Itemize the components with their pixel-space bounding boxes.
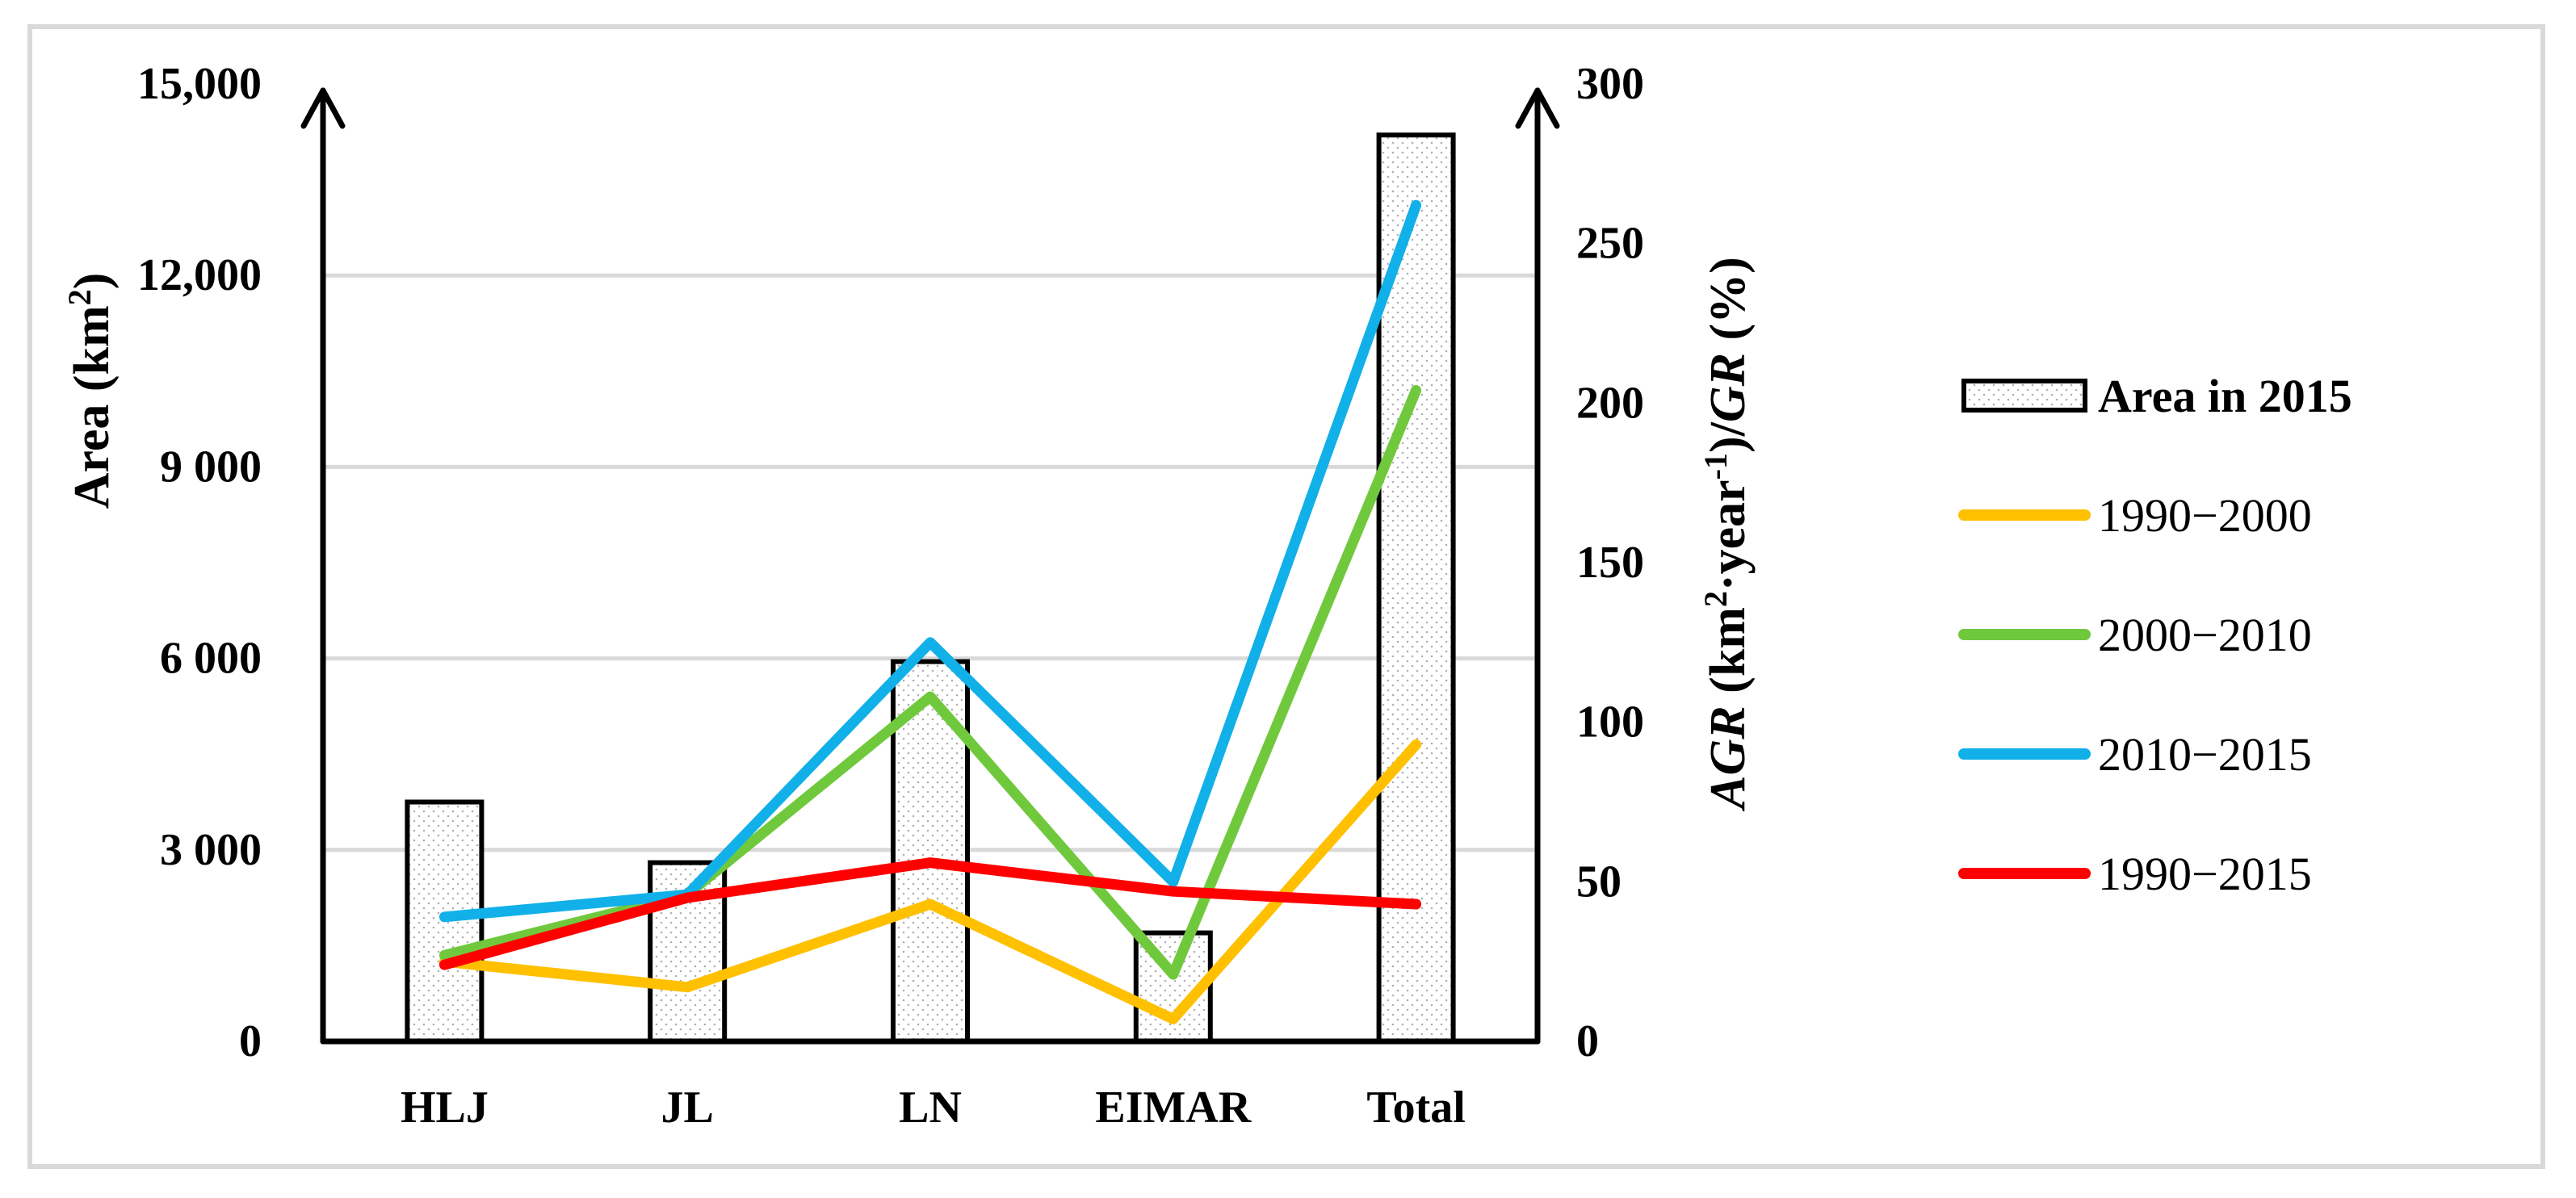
left-tick-label: 3 000 [160, 825, 262, 875]
left-tick-label: 6 000 [160, 634, 262, 684]
right-axis-title: AGR (km2·year-1)/GR (%) [1697, 257, 1756, 812]
right-tick-label: 50 [1576, 857, 1622, 907]
legend-label-line: 1990−2015 [2098, 848, 2312, 900]
right-tick-label: 200 [1576, 378, 1644, 428]
legend-label-line: 2010−2015 [2098, 728, 2312, 781]
line-series [438, 199, 1422, 1024]
line-series-0 [438, 739, 1422, 1024]
category-label-eimar: EIMAR [1095, 1083, 1251, 1133]
legend: Area in 2015 1990−2000 2000−2010 2010−2015 1… [1958, 370, 2352, 900]
left-tick-label: 12,000 [137, 250, 262, 300]
category-label-jl: JL [661, 1083, 714, 1133]
legend-swatch-bar [1961, 379, 2087, 413]
line-series-2 [438, 199, 1422, 923]
bar-total [1376, 132, 1456, 1045]
category-label-ln: LN [899, 1083, 962, 1133]
legend-label-line: 2000−2010 [2098, 609, 2312, 661]
left-tick-label: 15,000 [137, 59, 262, 109]
category-label-hlj: HLJ [401, 1083, 489, 1133]
right-axis-ticks: 0 50 100 150 200 250 300 [1576, 59, 1644, 1066]
legend-label-line: 1990−2000 [2098, 489, 2312, 542]
right-tick-label: 150 [1576, 538, 1644, 588]
right-tick-label: 100 [1576, 697, 1644, 748]
category-labels: HLJ JL LN EIMAR Total [401, 1083, 1466, 1133]
left-tick-label: 9 000 [160, 442, 262, 492]
line-series-3 [438, 857, 1422, 970]
axes [300, 87, 1560, 1045]
right-tick-label: 0 [1576, 1016, 1599, 1066]
right-tick-label: 300 [1576, 59, 1644, 109]
right-tick-label: 250 [1576, 219, 1644, 269]
category-label-total: Total [1366, 1083, 1465, 1133]
legend-label-bar: Area in 2015 [2098, 370, 2352, 422]
right-axis-arrow [1515, 87, 1560, 129]
left-axis-ticks: 0 3 000 6 000 9 000 12,000 15,000 [137, 59, 262, 1066]
left-axis-title: Area (km2) [61, 273, 120, 509]
left-tick-label: 0 [239, 1016, 262, 1066]
left-axis-arrow [300, 87, 346, 129]
